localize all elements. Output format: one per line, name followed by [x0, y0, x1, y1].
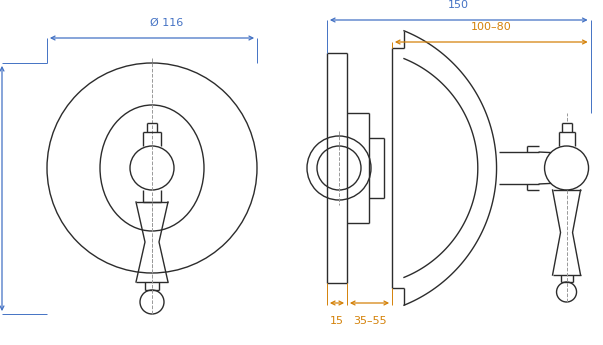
Text: 35–55: 35–55: [353, 316, 387, 326]
Text: 15: 15: [330, 316, 344, 326]
Text: 150: 150: [448, 0, 469, 10]
Text: Ø 116: Ø 116: [150, 18, 184, 28]
Text: 100–80: 100–80: [471, 22, 512, 32]
